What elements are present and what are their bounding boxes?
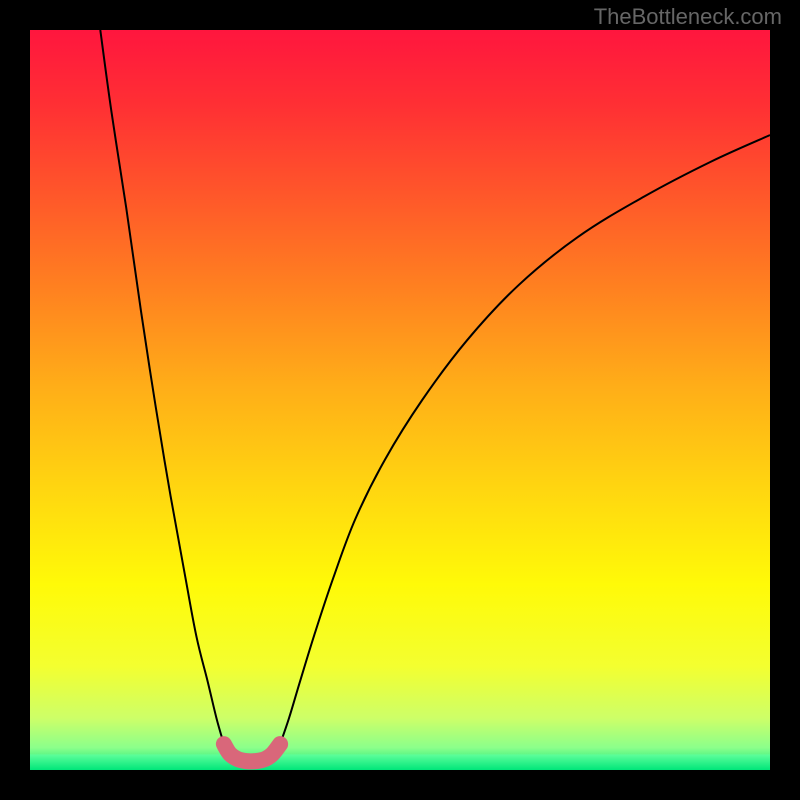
watermark-text: TheBottleneck.com bbox=[594, 4, 782, 30]
left-branch-curve bbox=[100, 30, 224, 744]
right-branch-curve bbox=[280, 135, 770, 744]
valley-marker bbox=[224, 744, 280, 761]
bottleneck-plot bbox=[30, 30, 770, 770]
curve-layer bbox=[30, 30, 770, 770]
